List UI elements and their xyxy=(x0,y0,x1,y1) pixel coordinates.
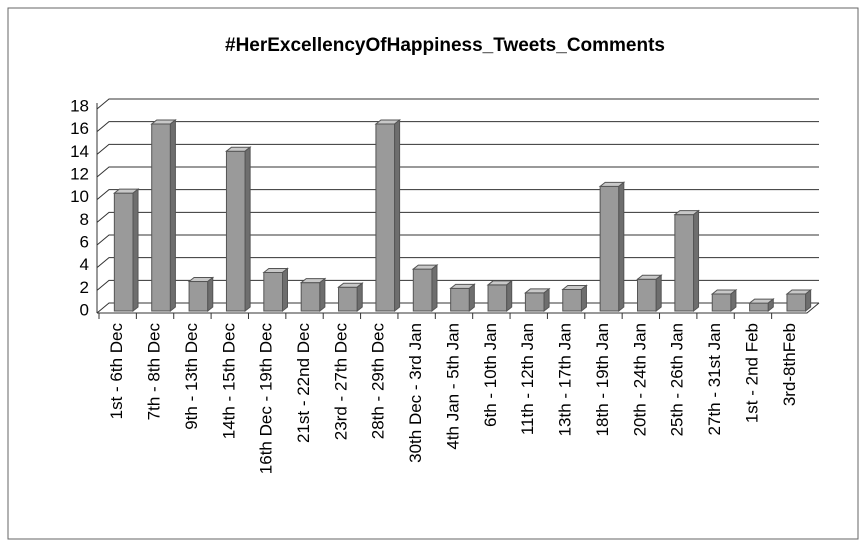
grid-line xyxy=(96,257,819,269)
y-tick-label: 16 xyxy=(70,119,89,138)
bar-side xyxy=(767,298,774,313)
y-tick-label: 8 xyxy=(80,210,89,229)
bar-side xyxy=(618,181,625,313)
y-tick-label: 6 xyxy=(80,232,89,251)
bar-side xyxy=(244,146,251,313)
bar-side xyxy=(805,288,812,313)
y-tick-label: 10 xyxy=(70,187,89,206)
bar xyxy=(450,287,470,312)
bar-side xyxy=(543,287,550,313)
chart-title: #HerExcellencyOfHappiness_Tweets_Comment… xyxy=(225,35,665,56)
bar-side xyxy=(506,279,513,313)
bar xyxy=(188,281,209,312)
bar-side xyxy=(468,283,475,313)
bar xyxy=(113,192,134,312)
bar xyxy=(786,293,807,312)
x-tick-label: 13th - 17th Jan xyxy=(556,323,575,436)
bar-side xyxy=(693,209,700,313)
x-tick-label: 21st - 22nd Dec xyxy=(294,323,313,444)
x-tick-label: 16th Dec - 19th Dec xyxy=(257,323,276,475)
bar xyxy=(599,185,620,312)
bar xyxy=(524,292,545,312)
x-tick-label: 6th - 10th Jan xyxy=(481,323,500,427)
x-tick-label: 28th - 29th Dec xyxy=(369,323,388,440)
x-tick-label: 7th - 8th Dec xyxy=(145,323,164,421)
y-tick-label: 12 xyxy=(70,164,89,183)
x-tick-label: 23rd - 27th Dec xyxy=(331,323,350,441)
bar xyxy=(338,286,358,312)
bar-side xyxy=(580,284,587,313)
bar-side xyxy=(319,277,326,313)
bar xyxy=(375,123,396,312)
y-tick-label: 4 xyxy=(80,255,89,274)
x-tick-label: 30th Dec - 3rd Jan xyxy=(406,323,425,463)
bar-side xyxy=(207,276,214,313)
bar-side xyxy=(394,118,401,313)
x-tick-label: 18th - 19th Jan xyxy=(593,323,612,436)
bar-side xyxy=(356,282,363,313)
x-tick-label: 25th - 26th Jan xyxy=(668,323,687,436)
bar xyxy=(487,284,508,312)
bar-side xyxy=(132,188,139,313)
x-tick-label: 20th - 24th Jan xyxy=(630,323,649,436)
grid-line xyxy=(96,121,819,133)
y-tick-label: 2 xyxy=(80,278,89,297)
y-tick-label: 14 xyxy=(70,142,89,161)
grid-line xyxy=(96,279,819,291)
x-tick-label: 27th - 31st Jan xyxy=(705,323,724,435)
bar xyxy=(637,278,657,312)
bar xyxy=(412,268,433,312)
bar xyxy=(300,282,321,312)
bar xyxy=(711,293,732,312)
bar-side xyxy=(431,264,438,313)
grid-line xyxy=(96,189,819,201)
grid-line xyxy=(96,143,819,155)
bar-side xyxy=(730,288,737,313)
grid-line xyxy=(96,166,819,178)
floor xyxy=(97,302,820,314)
x-tick-label: 1st - 2nd Feb xyxy=(742,323,761,423)
chart-border xyxy=(7,7,859,540)
bar xyxy=(562,288,582,312)
x-tick-label: 4th Jan - 5th Jan xyxy=(443,323,462,450)
bar xyxy=(225,150,246,312)
bar xyxy=(749,302,769,312)
x-tick-label: 3rd-8thFeb xyxy=(780,323,799,406)
bar-side xyxy=(282,267,288,313)
bar xyxy=(263,271,284,312)
y-tick-label: 0 xyxy=(80,300,89,319)
grid-line xyxy=(96,211,819,223)
y-tick-label: 18 xyxy=(70,96,89,115)
x-tick-label: 11th - 12th Jan xyxy=(518,323,537,435)
x-tick-label: 9th - 13th Dec xyxy=(182,323,201,430)
bar xyxy=(674,214,695,312)
bar-side xyxy=(655,274,662,313)
x-tick-label: 1st - 6th Dec xyxy=(107,323,126,420)
bar xyxy=(151,123,171,312)
bar-side xyxy=(169,118,176,313)
x-tick-label: 14th - 15th Dec xyxy=(219,323,238,440)
grid-line xyxy=(96,234,819,246)
grid-line xyxy=(96,98,819,110)
